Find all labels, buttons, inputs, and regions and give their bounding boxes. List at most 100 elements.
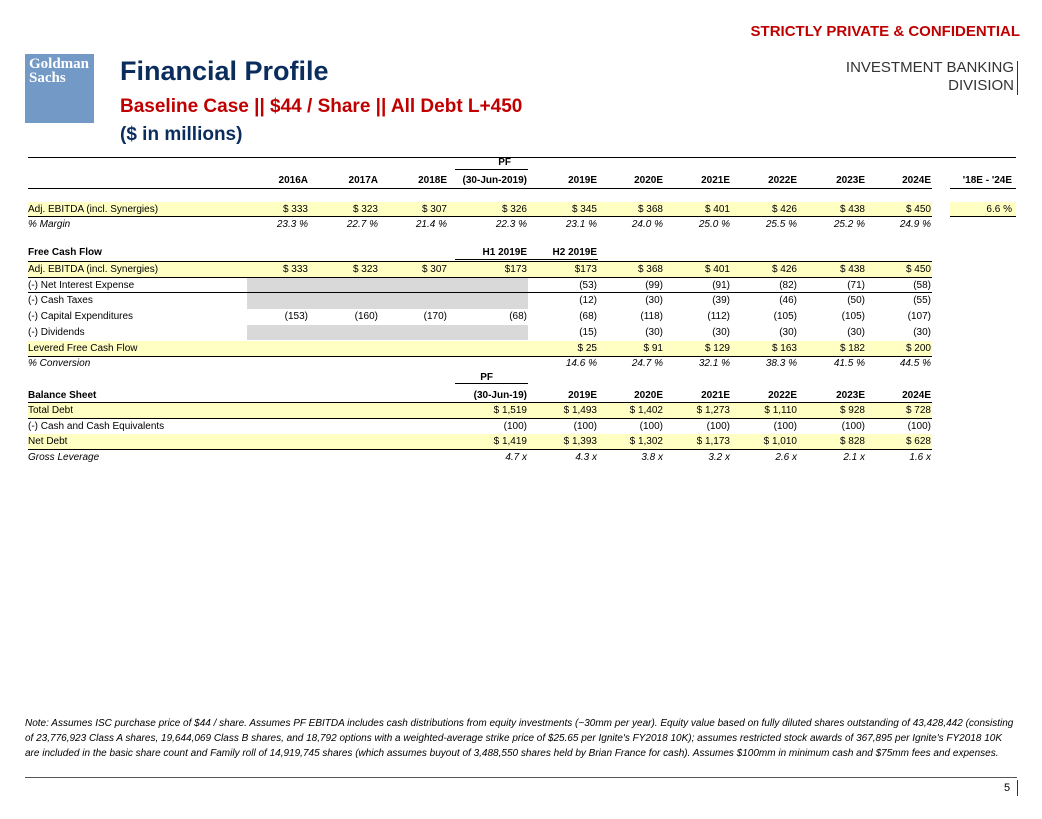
cell: $ 345 <box>571 204 597 215</box>
cell: (46) <box>779 295 797 306</box>
cell: 23.1 % <box>565 219 597 230</box>
cell: '18E - '24E <box>962 175 1012 186</box>
units: ($ in millions) <box>120 124 243 145</box>
cell: $ 326 <box>501 204 527 215</box>
cell: $ 323 <box>352 204 378 215</box>
row-label: Adj. EBITDA (incl. Synergies) <box>28 264 159 275</box>
cell: 44.5 % <box>899 358 931 369</box>
rule <box>950 216 1016 217</box>
cell: 2.6 x <box>775 452 797 463</box>
divider <box>1017 61 1018 95</box>
cell: $ 368 <box>637 204 663 215</box>
cell: 2021E <box>701 390 730 401</box>
cell: 24.7 % <box>631 358 663 369</box>
cell: (170) <box>423 311 447 322</box>
cell: (71) <box>847 280 865 291</box>
cell: $ 1,273 <box>696 405 730 416</box>
cell: (118) <box>640 311 663 322</box>
cell: $ 91 <box>643 343 663 354</box>
row-label: Adj. EBITDA (incl. Synergies) <box>28 204 159 215</box>
cell: 2023E <box>836 175 865 186</box>
cell: PF <box>498 157 511 168</box>
cell: (12) <box>579 295 597 306</box>
cell: $ 1,110 <box>764 405 797 416</box>
cell: $ 401 <box>704 264 730 275</box>
division-line: DIVISION <box>948 77 1014 94</box>
cell: 2016A <box>278 175 308 186</box>
cell: 2024E <box>902 175 931 186</box>
cell: 32.1 % <box>698 358 730 369</box>
cell: $ 450 <box>905 264 931 275</box>
cell: (30-Jun-19) <box>473 390 527 401</box>
cell: $ 438 <box>839 264 865 275</box>
cell: 24.9 % <box>899 219 931 230</box>
cell: (30-Jun-2019) <box>462 175 527 186</box>
cell: (100) <box>706 421 730 432</box>
cell: 1.6 x <box>909 452 931 463</box>
cell: H1 2019E <box>482 247 527 258</box>
cell: 2023E <box>836 390 865 401</box>
rule <box>28 356 932 357</box>
cell: (30) <box>645 327 663 338</box>
rule <box>28 216 932 217</box>
rule <box>28 418 932 419</box>
cell: $ 129 <box>704 343 730 354</box>
rule <box>28 157 1016 158</box>
rule <box>455 383 528 384</box>
cell: (30) <box>913 327 931 338</box>
highlight <box>950 202 1016 217</box>
cell: 22.3 % <box>495 219 527 230</box>
division: INVESTMENT BANKING DIVISION <box>846 59 1014 95</box>
cell: (30) <box>847 327 865 338</box>
cell: 3.8 x <box>641 452 663 463</box>
highlight <box>28 403 932 418</box>
cell: (105) <box>773 311 797 322</box>
rule <box>28 277 932 278</box>
cell: $ 728 <box>905 405 931 416</box>
cell: 2017A <box>348 175 378 186</box>
logo: Goldman Sachs <box>25 54 94 123</box>
cell: (100) <box>773 421 797 432</box>
cell: (105) <box>841 311 865 322</box>
cell: (55) <box>913 295 931 306</box>
rule <box>28 402 932 403</box>
highlight <box>28 341 932 356</box>
cell: $ 628 <box>905 436 931 447</box>
cell: 2.1 x <box>843 452 865 463</box>
cell: (112) <box>707 311 730 322</box>
cell: $ 928 <box>839 405 865 416</box>
cell: $ 1,173 <box>696 436 730 447</box>
cell: $173 <box>574 264 597 275</box>
logo-line: Sachs <box>29 70 66 86</box>
cell: 24.0 % <box>631 219 663 230</box>
cell: $ 25 <box>577 343 597 354</box>
row-label: Free Cash Flow <box>28 247 102 258</box>
cell: (160) <box>354 311 378 322</box>
cell: (107) <box>907 311 931 322</box>
cell: 25.5 % <box>765 219 797 230</box>
shade <box>247 278 528 309</box>
cell: $ 450 <box>905 204 931 215</box>
cell: 38.3 % <box>765 358 797 369</box>
cell: 2019E <box>568 175 597 186</box>
highlight <box>28 262 932 277</box>
row-label: % Conversion <box>28 358 91 369</box>
cell: $ 307 <box>421 204 447 215</box>
cell: $ 1,302 <box>629 436 663 447</box>
cell: (100) <box>503 421 527 432</box>
cell: 3.2 x <box>708 452 730 463</box>
cell: (100) <box>639 421 663 432</box>
cell: $ 438 <box>839 204 865 215</box>
cell: (30) <box>712 327 730 338</box>
cell: 2024E <box>902 390 931 401</box>
cell: (58) <box>913 280 931 291</box>
cell: 25.2 % <box>833 219 865 230</box>
rule <box>455 169 528 170</box>
cell: $ 307 <box>421 264 447 275</box>
cell: (153) <box>284 311 308 322</box>
cell: $ 828 <box>839 436 865 447</box>
rule <box>28 449 932 450</box>
cell: 6.6 % <box>986 204 1012 215</box>
cell: 14.6 % <box>565 358 597 369</box>
